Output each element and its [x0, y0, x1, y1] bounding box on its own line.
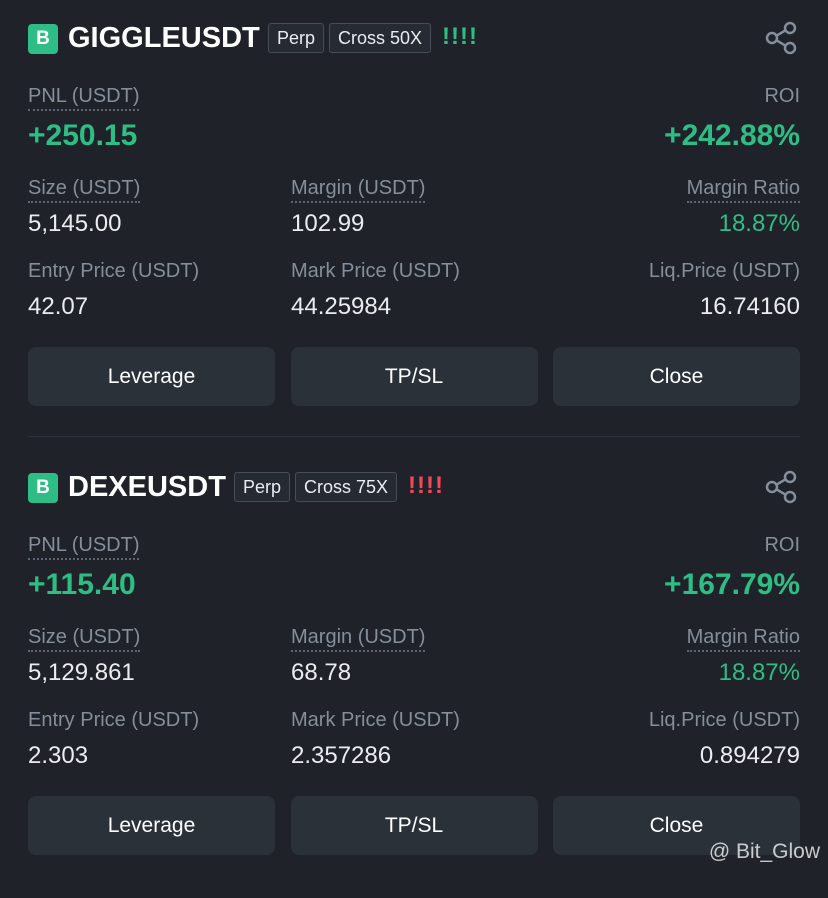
- stat-label: Size (USDT): [28, 624, 141, 652]
- stat-value: 16.74160: [699, 293, 800, 320]
- stat-value: 44.25984: [291, 293, 392, 320]
- stat-value: 18.87%: [718, 210, 800, 237]
- action-button[interactable]: TP/SL: [290, 347, 538, 406]
- stat-label: Liq.Price (USDT): [648, 709, 800, 731]
- pnl-label: PNL (USDT): [28, 83, 140, 111]
- action-button[interactable]: TP/SL: [290, 796, 538, 855]
- stat-label: Size (USDT): [28, 175, 141, 203]
- stat-value: 102.99: [291, 210, 365, 237]
- stat-label: Liq.Price (USDT): [648, 260, 800, 282]
- action-button[interactable]: Leverage: [28, 796, 275, 855]
- divider: [28, 436, 800, 437]
- stat-value: 5,129.861: [28, 659, 135, 686]
- symbol: DEXEUSDT: [68, 471, 226, 503]
- roi-value: +242.88%: [664, 119, 800, 152]
- side-badge: B: [28, 24, 58, 54]
- stat-value: 68.78: [291, 659, 352, 686]
- stat-value: 2.357286: [291, 742, 392, 769]
- roi-label: ROI: [764, 85, 800, 107]
- pnl-label: PNL (USDT): [28, 532, 140, 560]
- pnl-value: +250.15: [28, 119, 138, 152]
- roi-label: ROI: [764, 534, 800, 556]
- stat-label: Margin (USDT): [291, 175, 426, 203]
- watermark: @ Bit_Glow: [708, 840, 820, 863]
- stat-value: 18.87%: [718, 659, 800, 686]
- tag: Perp: [268, 23, 325, 53]
- stat-value: 5,145.00: [28, 210, 122, 237]
- stat-value: 0.894279: [699, 742, 800, 769]
- risk-indicator: !!!!: [442, 23, 478, 50]
- tag: Cross 50X: [329, 23, 432, 53]
- stat-label: Mark Price (USDT): [291, 709, 460, 731]
- action-button[interactable]: Close: [553, 796, 800, 855]
- stat-label: Entry Price (USDT): [28, 709, 200, 731]
- stat-label: Margin Ratio: [686, 624, 800, 652]
- action-button[interactable]: Leverage: [28, 347, 275, 406]
- pnl-value: +115.40: [28, 568, 136, 601]
- share-button[interactable]: [764, 20, 800, 56]
- position-card: B GIGGLEUSDT Perp Cross 50X!!!! PNL (USDT) RO…: [28, 20, 800, 437]
- stat-value: 42.07: [28, 293, 89, 320]
- stat-label: Mark Price (USDT): [291, 260, 460, 282]
- side-badge: B: [28, 473, 58, 503]
- risk-indicator: !!!!: [408, 472, 444, 499]
- page: B GIGGLEUSDT Perp Cross 50X!!!! PNL (USDT) RO…: [28, 20, 820, 863]
- roi-value: +167.79%: [664, 568, 800, 601]
- tag: Perp: [234, 472, 291, 502]
- stat-label: Margin (USDT): [291, 624, 426, 652]
- stat-label: Margin Ratio: [686, 175, 800, 203]
- symbol: GIGGLEUSDT: [68, 22, 260, 54]
- stat-label: Entry Price (USDT): [28, 260, 200, 282]
- share-button[interactable]: [764, 469, 800, 505]
- stat-value: 2.303: [28, 742, 89, 769]
- action-button[interactable]: Close: [553, 347, 800, 406]
- tag: Cross 75X: [295, 472, 398, 502]
- position-card: B DEXEUSDT Perp Cross 75X!!!! PNL (USDT) ROI +…: [0, 449, 828, 898]
